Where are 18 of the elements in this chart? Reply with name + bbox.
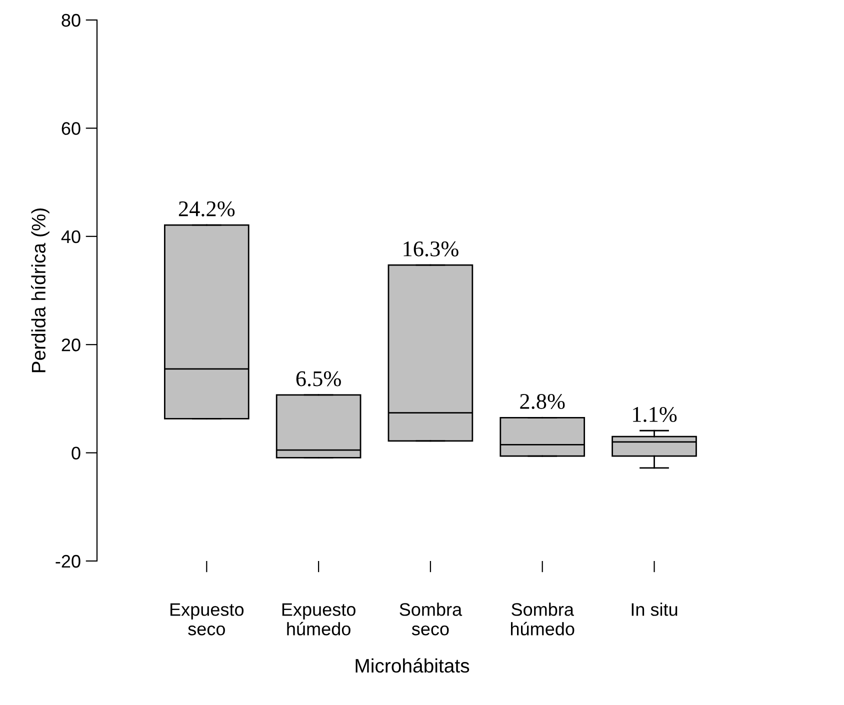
- x-tick-label: Sombra húmedo: [510, 602, 574, 636]
- y-tick-label: 40: [61, 230, 80, 244]
- y-tick-label: 60: [62, 122, 80, 135]
- x-tick-label: Sombra seco: [400, 602, 462, 636]
- annotation: 16.3%: [404, 241, 458, 256]
- annotation: 24.2%: [178, 201, 235, 216]
- x-tick-label: In situ: [632, 602, 678, 616]
- x-tick-label: Expuesto húmedo: [282, 603, 356, 636]
- y-axis-title: Perdida hídrica (%): [31, 208, 50, 372]
- x-axis-title: Microhábitats: [356, 658, 470, 673]
- y-tick-label: 80: [62, 14, 80, 27]
- annotation: 6.5%: [296, 371, 341, 386]
- x-tick-label: Expuesto seco: [170, 603, 244, 636]
- y-tick-label: 20: [62, 338, 80, 352]
- annotation: 2.8%: [520, 394, 565, 410]
- y-tick-label: -20: [56, 554, 80, 568]
- y-tick-label: 0: [72, 446, 80, 460]
- annotation: 1.1%: [633, 406, 677, 422]
